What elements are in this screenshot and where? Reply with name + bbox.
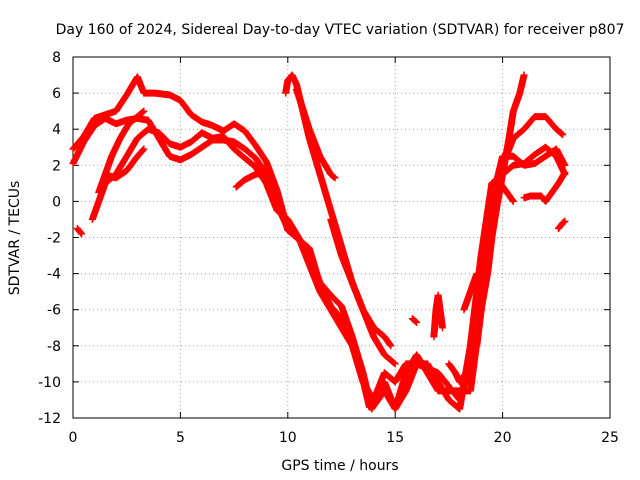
y-tick-label: 4 — [52, 122, 61, 138]
data-point-marks — [327, 215, 399, 368]
data-point-marks — [445, 360, 470, 386]
data-series-6 — [232, 169, 270, 191]
data-point-marks — [232, 169, 270, 191]
x-axis-label: GPS time / hours — [281, 458, 398, 474]
x-tick-label: 15 — [386, 430, 404, 446]
data-point-marks — [520, 169, 569, 205]
data-point-marks — [473, 71, 528, 350]
y-tick-label: 2 — [52, 158, 61, 174]
y-tick-label: -12 — [38, 411, 61, 427]
data-point-marks — [484, 179, 517, 223]
data-series-13 — [445, 360, 470, 386]
data-series-9 — [292, 85, 339, 182]
y-axis-label: SDTVAR / TECUs — [7, 181, 23, 296]
y-tick-label: -10 — [38, 375, 61, 391]
x-tick-label: 25 — [601, 430, 619, 446]
data-series-18 — [554, 217, 569, 232]
data-markers — [69, 71, 569, 413]
y-tick-label: 0 — [52, 194, 61, 210]
x-tick-label: 20 — [494, 430, 512, 446]
data-point-marks — [554, 217, 569, 232]
y-tick-label: -6 — [47, 303, 61, 319]
data-series-16 — [484, 179, 517, 223]
data-series-12 — [430, 291, 446, 341]
data-series-17 — [520, 169, 569, 205]
data-point-marks — [73, 224, 86, 238]
x-tick-label: 10 — [279, 430, 297, 446]
data-series-7 — [73, 224, 86, 238]
data-point-marks — [292, 85, 339, 182]
data-series-15 — [473, 71, 528, 350]
data-series-10 — [327, 215, 399, 368]
data-point-marks — [408, 315, 421, 326]
data-series-14 — [460, 270, 485, 314]
x-tick-label: 0 — [69, 430, 78, 446]
data-series-8 — [282, 71, 395, 350]
chart-title: Day 160 of 2024, Sidereal Day-to-day VTE… — [56, 22, 625, 38]
y-tick-label: -4 — [47, 267, 61, 283]
y-tick-label: -8 — [47, 339, 61, 355]
axis-ticks: 0 5 10 15 20 25 -12 -10 -8 -6 -4 -2 0 2 4 6 8 — [38, 50, 619, 446]
y-tick-label: -2 — [47, 231, 61, 247]
data-series-5 — [101, 145, 148, 182]
data-point-marks — [460, 270, 485, 314]
y-tick-label: 6 — [52, 86, 61, 102]
data-point-marks — [101, 145, 148, 182]
y-tick-label: 8 — [52, 50, 61, 66]
x-tick-label: 5 — [176, 430, 185, 446]
data-series-11 — [408, 315, 421, 326]
data-point-marks — [282, 71, 395, 350]
data-point-marks — [430, 291, 446, 341]
